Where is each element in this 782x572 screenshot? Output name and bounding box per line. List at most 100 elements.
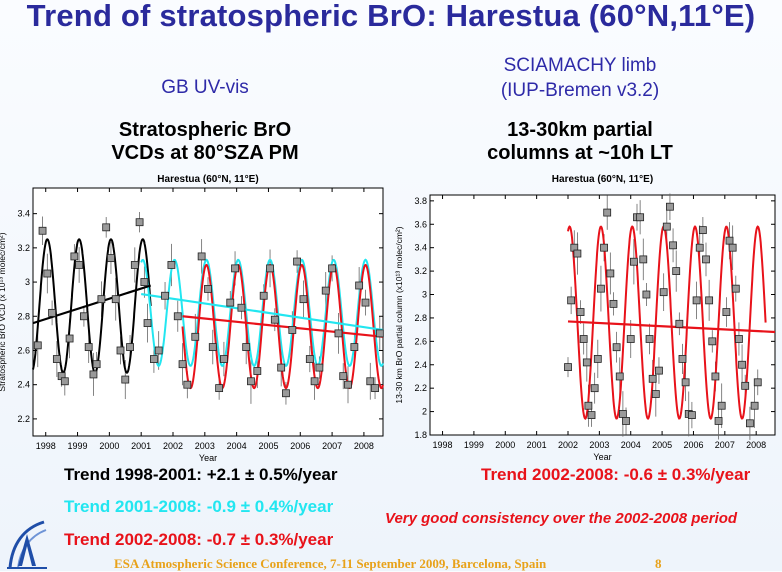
data-point xyxy=(564,363,572,371)
data-point xyxy=(97,295,106,304)
y-tick-label: 2.6 xyxy=(17,345,30,355)
chart-title: Harestua (60°N, 11°E) xyxy=(552,174,653,185)
x-tick-label: 2007 xyxy=(715,440,735,450)
data-point xyxy=(339,372,348,381)
left-subheading-1: Stratospheric BrO xyxy=(118,119,292,141)
data-point xyxy=(220,355,228,363)
data-point xyxy=(204,285,212,293)
x-tick-label: 2002 xyxy=(558,440,578,450)
data-point xyxy=(639,255,648,264)
data-point xyxy=(609,299,618,308)
y-axis-label: 13-30 km BrO partial column (x10¹³ molec… xyxy=(394,226,404,403)
data-point xyxy=(717,401,726,410)
y-tick-label: 3.2 xyxy=(414,266,427,276)
x-tick-label: 2008 xyxy=(354,441,374,451)
data-point xyxy=(310,377,319,386)
data-point xyxy=(629,257,638,266)
data-point xyxy=(662,222,671,231)
data-point xyxy=(48,308,56,317)
data-point xyxy=(215,384,224,393)
data-point xyxy=(92,360,101,369)
data-point xyxy=(143,319,152,328)
x-tick-label: 2005 xyxy=(652,440,672,450)
data-point xyxy=(642,290,651,299)
data-point xyxy=(315,363,324,372)
trend-line xyxy=(567,320,776,334)
data-point xyxy=(288,326,297,334)
data-point xyxy=(711,372,720,381)
data-point xyxy=(615,372,624,381)
data-point xyxy=(178,360,187,369)
data-point xyxy=(753,378,762,387)
x-tick-label: 2005 xyxy=(258,441,278,451)
data-point xyxy=(231,264,239,273)
x-tick-label: 2003 xyxy=(589,440,609,450)
data-point xyxy=(687,411,696,419)
data-point xyxy=(678,355,687,363)
data-point xyxy=(111,295,120,304)
data-point xyxy=(242,343,251,351)
data-point xyxy=(197,252,206,261)
right-heading-1: SCIAMACHY limb xyxy=(503,55,657,76)
data-point xyxy=(293,257,301,266)
data-point xyxy=(645,335,654,343)
data-point xyxy=(681,378,690,387)
data-point xyxy=(606,269,615,278)
trend-line xyxy=(141,292,384,332)
data-point xyxy=(344,380,352,389)
data-point xyxy=(226,298,235,307)
data-point xyxy=(672,267,681,275)
y-tick-label: 3.4 xyxy=(17,209,30,219)
data-point xyxy=(600,243,608,252)
data-point xyxy=(659,288,668,297)
left-chart: Harestua (60°N, 11°E) 1998 1999 2000 2001 200… xyxy=(0,174,384,462)
x-tick-label: 2002 xyxy=(163,441,183,451)
y-tick-label: 3.2 xyxy=(17,243,30,253)
data-point xyxy=(191,332,200,341)
data-point xyxy=(282,389,290,398)
y-tick-label: 2.6 xyxy=(414,336,427,346)
data-point xyxy=(576,308,585,316)
data-point xyxy=(593,355,602,363)
data-point xyxy=(277,363,286,372)
right-subheading-2: columns at ~10h LT xyxy=(487,142,673,164)
data-point xyxy=(731,284,740,293)
right-chart: Harestua (60°N, 11°E) 1998 1999 2000 2001 200… xyxy=(394,174,776,462)
data-point xyxy=(253,367,262,375)
data-point xyxy=(750,401,759,410)
y-tick-label: 2.4 xyxy=(414,360,427,370)
x-tick-label: 1999 xyxy=(68,441,88,451)
data-point xyxy=(584,401,593,410)
data-point xyxy=(579,335,588,343)
left-heading: GB UV-vis xyxy=(161,77,249,98)
data-point xyxy=(130,261,139,269)
x-tick-label: 1999 xyxy=(464,440,484,450)
x-tick-label: 2000 xyxy=(99,441,119,451)
data-point xyxy=(150,355,158,363)
data-point xyxy=(84,343,93,351)
data-point xyxy=(65,334,74,343)
data-point xyxy=(116,346,125,355)
data-point xyxy=(626,335,635,343)
footer-conference: ESA Atmospheric Science Conference, 7-11… xyxy=(114,556,547,571)
data-point xyxy=(708,337,717,346)
trend-line xyxy=(32,284,152,325)
data-point xyxy=(622,417,630,425)
left-subheading-2: VCDs at 80°SZA PM xyxy=(111,142,299,164)
trend-2002-2008-right: Trend 2002-2008: -0.6 ± 0.3%/year xyxy=(481,465,751,484)
data-point xyxy=(582,358,591,367)
data-point xyxy=(328,264,336,273)
data-point xyxy=(375,329,384,338)
data-point xyxy=(651,390,660,398)
data-point xyxy=(587,411,596,419)
data-point xyxy=(75,261,84,269)
data-point xyxy=(70,252,79,261)
x-axis-label: Year xyxy=(593,452,611,462)
x-tick-label: 1998 xyxy=(36,441,56,451)
y-tick-label: 3 xyxy=(25,277,30,287)
data-point xyxy=(208,343,217,351)
data-point xyxy=(259,291,268,300)
data-point xyxy=(655,366,663,375)
data-point xyxy=(371,384,379,393)
data-point xyxy=(43,269,52,278)
